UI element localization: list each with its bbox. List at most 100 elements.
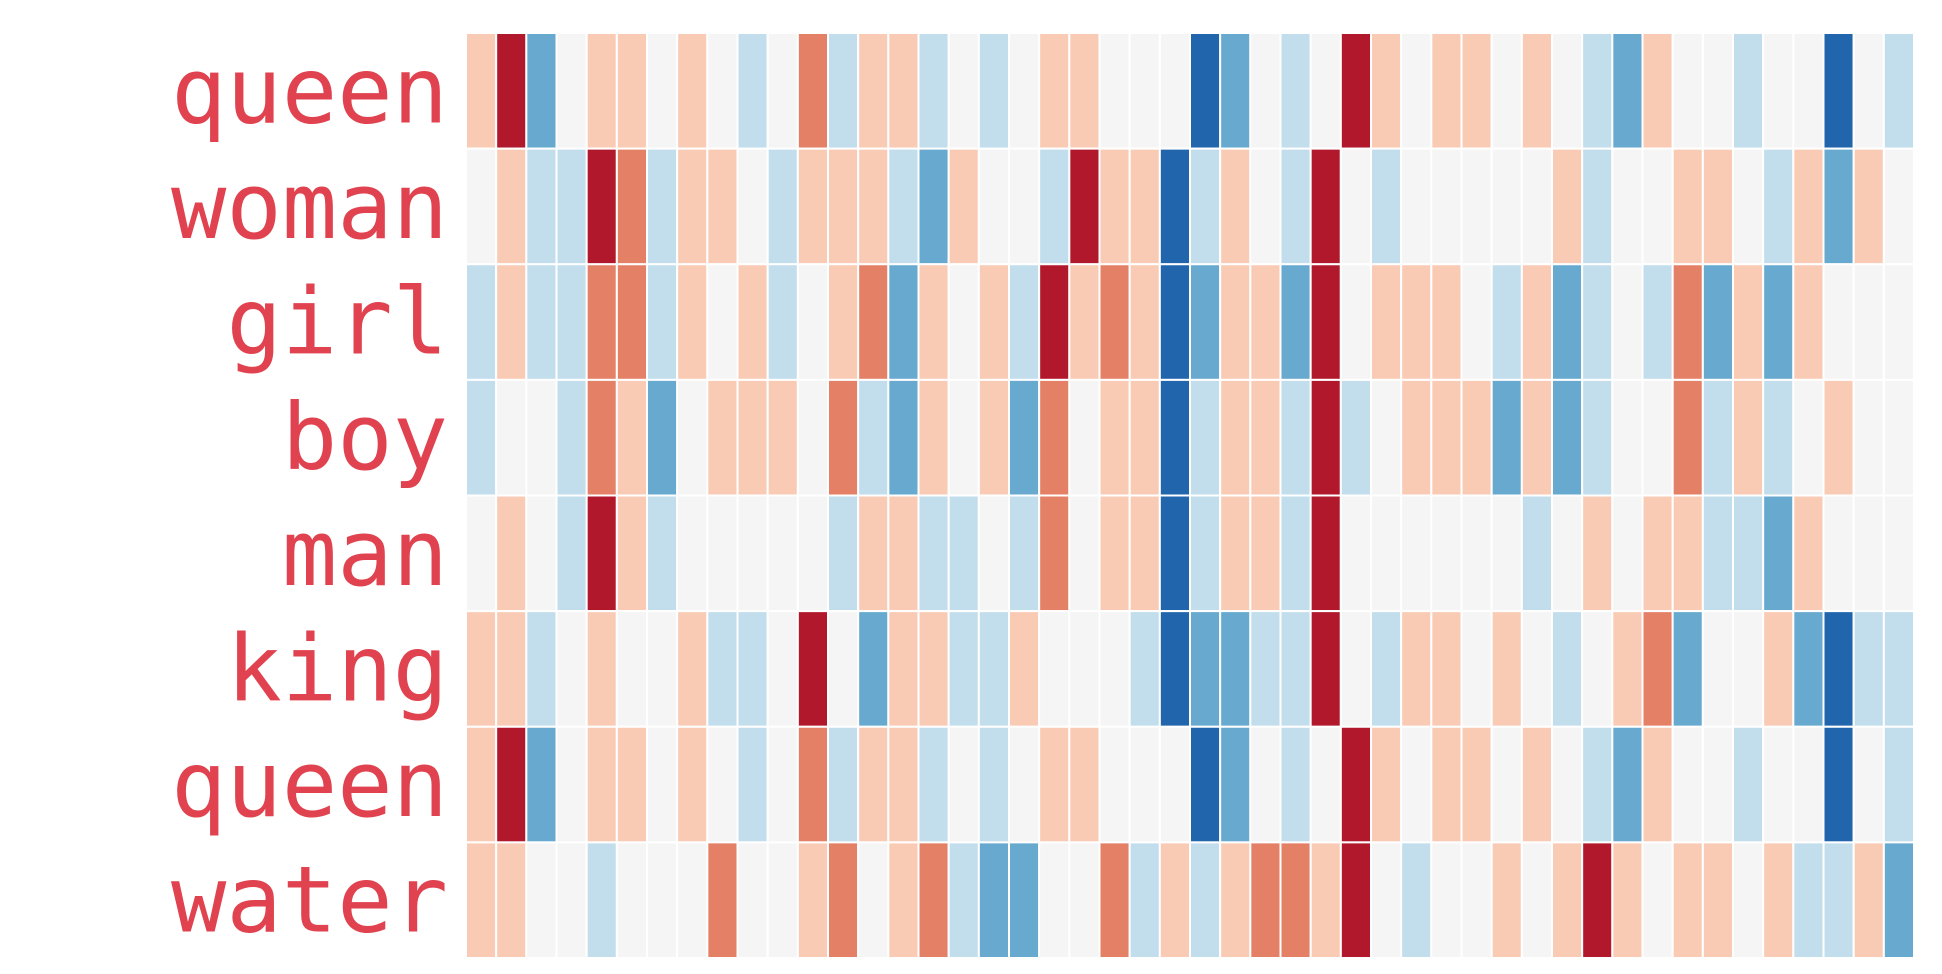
heatmap-cell bbox=[887, 147, 920, 266]
heatmap-cell bbox=[1762, 494, 1795, 613]
heatmap-cell bbox=[857, 32, 890, 150]
heatmap-cell bbox=[947, 147, 980, 266]
heatmap-cell bbox=[796, 494, 830, 613]
heatmap-cell bbox=[1158, 32, 1191, 150]
heatmap-cell bbox=[1370, 263, 1403, 381]
heatmap-cell bbox=[1008, 494, 1041, 613]
heatmap-cell bbox=[495, 610, 528, 728]
heatmap-cell bbox=[1882, 494, 1915, 613]
heatmap-cell bbox=[947, 263, 980, 381]
heatmap-cell bbox=[1249, 841, 1282, 960]
heatmap-cell bbox=[1158, 263, 1191, 381]
heatmap-cell bbox=[1732, 378, 1765, 497]
heatmap-cell bbox=[1279, 32, 1312, 150]
heatmap-cell bbox=[585, 378, 618, 497]
heatmap-cell bbox=[585, 147, 618, 266]
heatmap-cell bbox=[1581, 725, 1614, 844]
heatmap-cell bbox=[917, 378, 950, 497]
heatmap-cell bbox=[1671, 378, 1704, 497]
heatmap-cell bbox=[1520, 494, 1553, 613]
heatmap-cell bbox=[736, 610, 769, 728]
heatmap-cell bbox=[1158, 378, 1191, 497]
heatmap-cell bbox=[1309, 32, 1342, 150]
heatmap-cell bbox=[495, 494, 528, 613]
heatmap-cell bbox=[1581, 147, 1614, 266]
heatmap-cell bbox=[1249, 32, 1282, 150]
heatmap-cell bbox=[827, 610, 860, 728]
heatmap-cell bbox=[1279, 147, 1312, 266]
heatmap-cell bbox=[1520, 725, 1553, 844]
heatmap-cell bbox=[1490, 494, 1523, 613]
heatmap-cell bbox=[1852, 494, 1885, 613]
heatmap-cell bbox=[917, 32, 950, 150]
row-label: woman bbox=[171, 153, 448, 260]
heatmap-cell bbox=[1611, 32, 1644, 150]
heatmap-cell bbox=[1671, 841, 1704, 960]
heatmap-cell bbox=[1370, 32, 1403, 150]
heatmap-cell bbox=[1611, 263, 1644, 381]
heatmap-cell bbox=[1822, 378, 1855, 497]
heatmap-cell bbox=[615, 610, 649, 728]
heatmap-cell bbox=[1158, 494, 1191, 613]
heatmap-cell bbox=[1038, 610, 1071, 728]
heatmap-cell bbox=[1309, 147, 1342, 266]
heatmap-cell bbox=[646, 32, 679, 150]
heatmap-cell bbox=[525, 263, 558, 381]
heatmap-cell bbox=[1581, 841, 1614, 960]
heatmap-cell bbox=[1762, 263, 1795, 381]
heatmap-cell bbox=[827, 494, 860, 613]
heatmap-cell bbox=[1098, 378, 1131, 497]
heatmap-cell bbox=[1008, 378, 1041, 497]
heatmap-cell bbox=[1520, 378, 1553, 497]
heatmap-cell bbox=[736, 841, 769, 960]
heatmap-cell bbox=[1098, 841, 1131, 960]
heatmap-cell bbox=[766, 378, 799, 497]
heatmap-cell bbox=[1008, 147, 1041, 266]
heatmap-cell bbox=[1400, 378, 1433, 497]
heatmap-cell bbox=[1038, 263, 1071, 381]
heatmap-cell bbox=[1128, 378, 1161, 497]
heatmap-cell bbox=[555, 263, 588, 381]
heatmap-cell bbox=[1551, 263, 1584, 381]
heatmap-cell bbox=[1581, 610, 1614, 728]
heatmap-cell bbox=[555, 32, 588, 150]
heatmap-cell bbox=[1671, 610, 1704, 728]
heatmap-cell bbox=[676, 263, 709, 381]
heatmap-cell bbox=[1038, 494, 1071, 613]
heatmap-cell bbox=[1219, 610, 1252, 728]
heatmap-cell bbox=[1460, 378, 1493, 497]
heatmap-cell bbox=[646, 610, 679, 728]
heatmap-cell bbox=[1430, 725, 1463, 844]
heatmap-cell bbox=[495, 263, 528, 381]
heatmap-cell bbox=[676, 494, 709, 613]
heatmap-cell bbox=[1852, 610, 1885, 728]
heatmap-cell bbox=[1189, 610, 1222, 728]
heatmap-cell bbox=[1641, 32, 1674, 150]
heatmap-cell bbox=[947, 32, 980, 150]
heatmap-cell bbox=[1641, 494, 1674, 613]
heatmap-cell bbox=[1038, 841, 1071, 960]
heatmap-cell bbox=[1792, 147, 1825, 266]
heatmap-cell bbox=[917, 263, 950, 381]
heatmap-cell bbox=[827, 32, 860, 150]
heatmap-cell bbox=[857, 725, 890, 844]
heatmap-cell bbox=[1309, 378, 1342, 497]
heatmap-cell bbox=[1430, 378, 1463, 497]
heatmap-cell bbox=[646, 263, 679, 381]
heatmap-cell bbox=[1460, 725, 1493, 844]
heatmap-cell bbox=[1309, 725, 1342, 844]
heatmap-cell bbox=[1792, 841, 1825, 960]
heatmap-cell bbox=[977, 725, 1011, 844]
heatmap-cell bbox=[1460, 610, 1493, 728]
heatmap-cell bbox=[1189, 147, 1222, 266]
heatmap-cell bbox=[1189, 841, 1222, 960]
heatmap-cell bbox=[1460, 494, 1493, 613]
heatmap-cell bbox=[1008, 610, 1041, 728]
heatmap-cell bbox=[977, 32, 1011, 150]
heatmap-cell bbox=[917, 147, 950, 266]
heatmap-cell bbox=[1732, 610, 1765, 728]
heatmap-cell bbox=[766, 725, 799, 844]
heatmap-cell bbox=[827, 725, 860, 844]
heatmap-cell bbox=[1219, 263, 1252, 381]
heatmap-cell bbox=[1490, 263, 1523, 381]
